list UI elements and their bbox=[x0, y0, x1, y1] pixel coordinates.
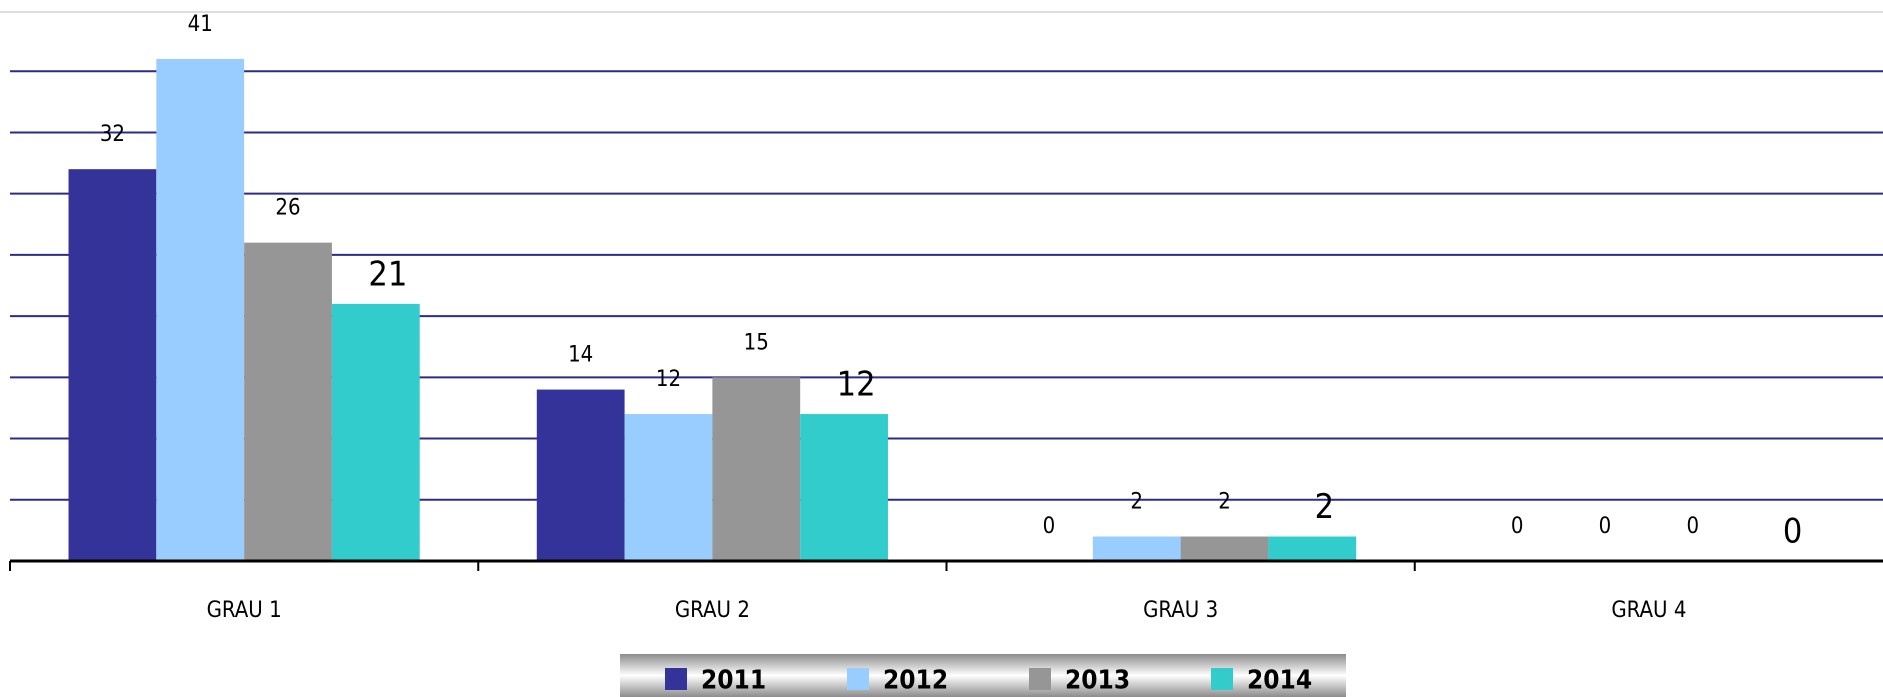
x-tick-label: GRAU 1 bbox=[207, 598, 282, 623]
x-tick-label: GRAU 2 bbox=[675, 598, 750, 623]
data-label: 12 bbox=[656, 367, 681, 392]
data-label: 0 bbox=[1686, 514, 1699, 539]
bar bbox=[624, 414, 713, 561]
data-label: 2 bbox=[1218, 490, 1231, 515]
bar bbox=[331, 303, 420, 561]
legend-swatch bbox=[1029, 668, 1051, 690]
data-label: 14 bbox=[568, 343, 593, 368]
data-label: 12 bbox=[837, 365, 876, 405]
x-tick-label: GRAU 3 bbox=[1143, 598, 1218, 623]
data-label: 0 bbox=[1783, 512, 1802, 552]
legend-label: 2014 bbox=[1247, 666, 1312, 696]
data-label: 15 bbox=[744, 330, 769, 355]
data-label: 26 bbox=[275, 196, 300, 221]
data-label: 2 bbox=[1315, 487, 1334, 527]
bar bbox=[68, 169, 157, 561]
legend-label: 2011 bbox=[701, 666, 766, 696]
bar bbox=[712, 377, 801, 561]
legend-swatch bbox=[665, 668, 687, 690]
bar bbox=[800, 414, 888, 561]
legend-swatch bbox=[847, 668, 869, 690]
x-tick-label: GRAU 4 bbox=[1611, 598, 1686, 623]
data-label: 2 bbox=[1130, 490, 1143, 515]
legend-label: 2012 bbox=[883, 666, 948, 696]
bar bbox=[1268, 536, 1357, 561]
bar bbox=[1092, 536, 1181, 561]
legend-swatch bbox=[1211, 668, 1233, 690]
data-label: 0 bbox=[1599, 514, 1612, 539]
bar bbox=[1180, 536, 1269, 561]
data-label: 21 bbox=[368, 254, 407, 294]
bar bbox=[156, 58, 245, 561]
data-label: 41 bbox=[188, 12, 213, 37]
data-label: 32 bbox=[100, 122, 125, 147]
data-label: 0 bbox=[1043, 514, 1056, 539]
bar bbox=[244, 242, 332, 561]
legend-label: 2013 bbox=[1065, 666, 1130, 696]
bar bbox=[536, 389, 625, 561]
data-label: 0 bbox=[1511, 514, 1524, 539]
